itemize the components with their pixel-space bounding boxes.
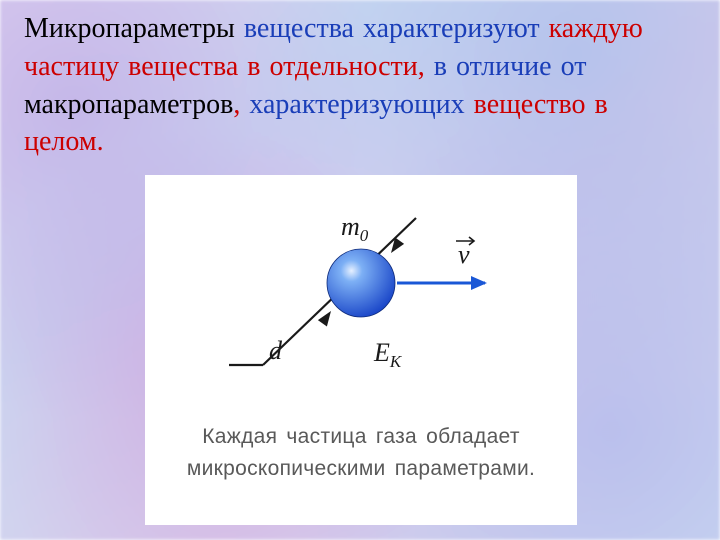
diagram-panel: d m0 EK v Каждая частица газа обладает м…	[145, 175, 577, 525]
particle-diagram: d m0 EK v	[211, 193, 511, 393]
caption-line1: Каждая частица газа обладает	[202, 425, 520, 448]
label-d: d	[269, 336, 283, 365]
caption-line2: микроскопическими параметрами.	[187, 457, 535, 480]
label-ek: EK	[373, 338, 403, 371]
label-v: v	[456, 237, 474, 269]
axis-arrow-upper	[386, 238, 404, 257]
diagram-caption: Каждая частица газа обладает микроскопич…	[145, 421, 577, 484]
velocity-vector	[397, 276, 487, 290]
heading-block: Микропараметры вещества характеризуют ка…	[0, 0, 720, 171]
particle-sphere	[327, 249, 395, 317]
label-m0: m0	[341, 212, 369, 245]
heading-text: Микропараметры вещества характеризуют ка…	[24, 10, 696, 161]
svg-text:v: v	[458, 240, 470, 269]
